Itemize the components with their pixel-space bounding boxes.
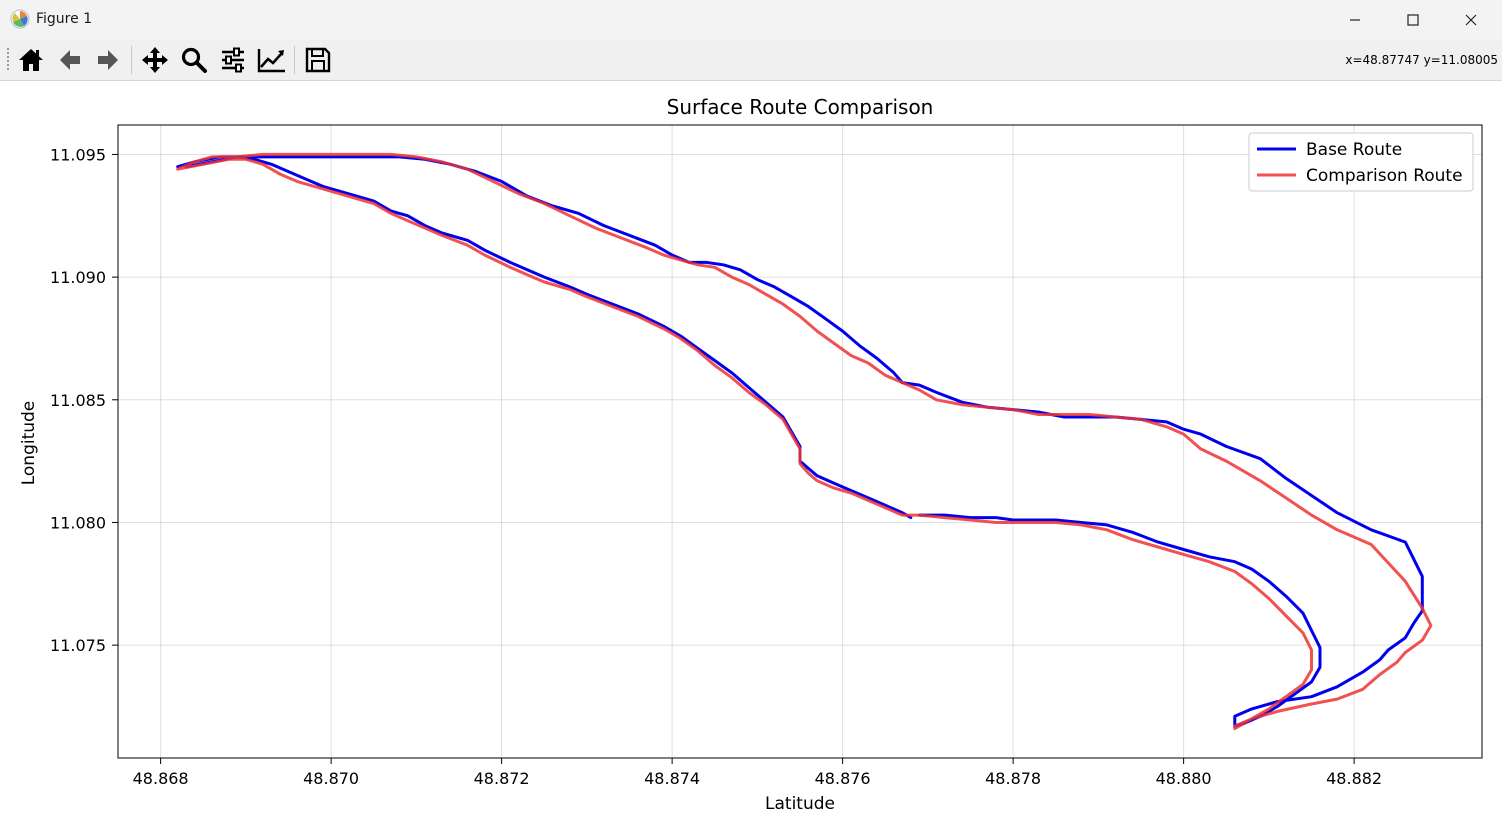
pan-button[interactable] — [138, 44, 172, 76]
x-tick-label: 48.872 — [474, 769, 530, 788]
y-axis-ticks: 11.075 11.080 11.085 11.090 11.095 — [50, 145, 118, 655]
y-axis-label: Longitude — [19, 401, 39, 486]
maximize-icon — [1407, 14, 1419, 26]
chart-title: Surface Route Comparison — [667, 95, 934, 119]
toolbar-grip[interactable] — [7, 48, 9, 72]
home-icon — [19, 49, 43, 71]
minimize-icon — [1350, 19, 1360, 21]
x-axis-label: Latitude — [765, 794, 835, 814]
move-icon — [142, 47, 168, 73]
axes-frame — [117, 124, 1483, 759]
series-layer — [176, 152, 1433, 731]
toolbar-separator — [294, 46, 295, 74]
arrow-left-icon — [60, 50, 80, 70]
y-tick-label: 11.095 — [50, 145, 106, 164]
legend[interactable]: Base Route Comparison Route — [1248, 132, 1474, 192]
series-line-comparison-route-2 — [176, 152, 1433, 731]
series-line-base-route-0 — [184, 155, 913, 520]
line-chart[interactable]: 48.868 48.870 48.872 48.874 48.876 48.878 48.8… — [0, 81, 1502, 832]
arrow-right-icon — [98, 50, 118, 70]
x-tick-label: 48.880 — [1156, 769, 1212, 788]
toolbar-separator — [131, 46, 132, 74]
customize-button[interactable] — [255, 44, 289, 76]
y-tick-label: 11.075 — [50, 636, 106, 655]
minimize-button[interactable] — [1326, 0, 1384, 40]
home-button[interactable] — [14, 44, 48, 76]
chart-line-icon — [257, 49, 285, 73]
y-tick-label: 11.085 — [50, 391, 106, 410]
forward-button[interactable] — [91, 44, 125, 76]
window-titlebar: Figure 1 — [0, 0, 1502, 40]
series-line-base-route-segment-1 — [176, 155, 1424, 728]
close-icon — [1465, 14, 1477, 26]
window-title: Figure 1 — [36, 11, 93, 27]
y-tick-label: 11.080 — [50, 513, 106, 532]
x-tick-label: 48.882 — [1326, 769, 1382, 788]
legend-label-base-route: Base Route — [1306, 140, 1402, 160]
y-tick-label: 11.090 — [50, 268, 106, 287]
floppy-disk-icon — [305, 47, 331, 73]
x-tick-label: 48.874 — [644, 769, 700, 788]
figure-canvas[interactable]: 48.868 48.870 48.872 48.874 48.876 48.878 48.8… — [0, 81, 1502, 832]
x-tick-label: 48.876 — [815, 769, 871, 788]
sliders-icon — [222, 47, 244, 73]
magnifier-icon — [181, 47, 207, 73]
cursor-coordinates: x=48.87747 y=11.08005 — [1345, 53, 1498, 67]
navigation-toolbar: x=48.87747 y=11.08005 — [0, 40, 1502, 81]
matplotlib-icon — [10, 9, 30, 29]
legend-label-comparison-route: Comparison Route — [1306, 166, 1463, 186]
zoom-button[interactable] — [177, 44, 211, 76]
x-axis-ticks: 48.868 48.870 48.872 48.874 48.876 48.878 48.8… — [133, 758, 1382, 788]
x-tick-label: 48.870 — [303, 769, 359, 788]
subplots-button[interactable] — [216, 44, 250, 76]
legend-box — [1248, 132, 1474, 192]
maximize-button[interactable] — [1384, 0, 1442, 40]
close-button[interactable] — [1442, 0, 1500, 40]
save-button[interactable] — [301, 44, 335, 76]
x-tick-label: 48.868 — [133, 769, 189, 788]
x-tick-label: 48.878 — [985, 769, 1041, 788]
grid-lines — [118, 125, 1482, 758]
back-button[interactable] — [53, 44, 87, 76]
